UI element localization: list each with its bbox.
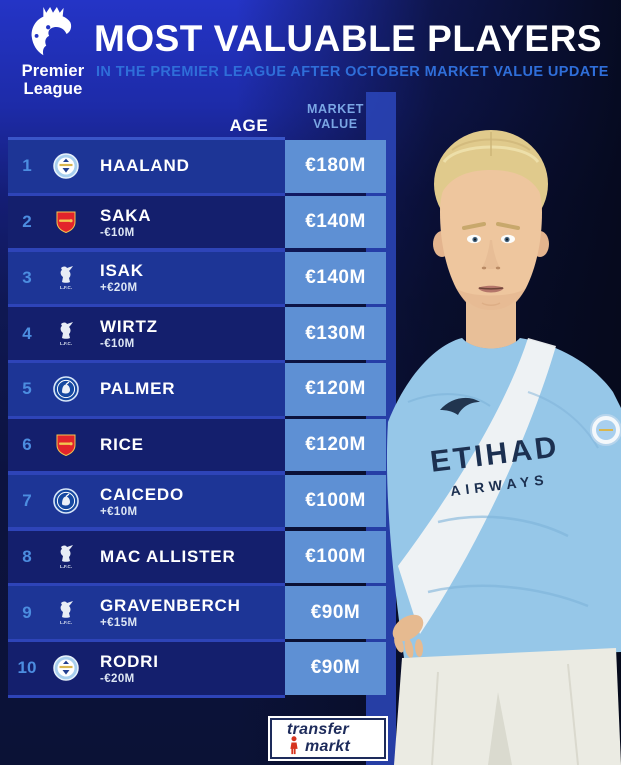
rank-label: 6	[22, 435, 32, 455]
rank-label: 10	[17, 658, 37, 678]
club-badge-chelsea-icon	[46, 475, 86, 528]
table-row: 5 PALMER 23 €120M	[8, 363, 386, 419]
player-name: CAICEDO	[100, 484, 184, 504]
transfermarkt-wordmark-line1: transfer	[287, 721, 349, 738]
player-name: SAKA	[100, 205, 152, 225]
club-badge-arsenal-icon	[46, 196, 86, 249]
market-value-cell: €120M	[285, 418, 386, 472]
rank-label: 8	[22, 546, 32, 566]
premier-league-lion-icon	[31, 6, 72, 56]
player-photo-haaland: ETIHAD AIRWAYS	[386, 130, 621, 765]
liverpool-caption: L.F.C.	[60, 564, 72, 569]
club-badge-chelsea-icon	[46, 363, 86, 416]
market-value-cell: €140M	[285, 195, 386, 249]
value-change-label: -€10M	[100, 338, 135, 351]
market-value-cell: €130M	[285, 307, 386, 360]
rank-label: 1	[22, 156, 32, 176]
table-row: 3 L.F.C. ISAK +€20M 26 €140M	[8, 251, 386, 307]
player-name: MAC ALLISTER	[100, 546, 236, 566]
column-header-market-value: MARKET VALUE	[285, 102, 386, 132]
value-change-label: +€20M	[100, 282, 138, 295]
table-row: 1 HAALAND 25 €180M	[8, 136, 386, 196]
rank-label: 2	[22, 212, 32, 232]
page-title: MOST VALUABLE PLAYERS	[94, 18, 602, 59]
table-row: 4 L.F.C. WIRTZ -€10M 22 €130M	[8, 307, 386, 363]
premier-league-logo: Premier League	[12, 6, 94, 98]
value-change-label: -€20M	[100, 672, 135, 685]
rank-label: 3	[22, 267, 32, 287]
club-badge-liverpool-icon: L.F.C.	[46, 307, 86, 360]
liverpool-caption: L.F.C.	[60, 620, 72, 625]
table-row: 10 RODRI -€20M 29 €90M	[8, 642, 386, 698]
market-value-cell: €100M	[285, 530, 386, 584]
player-name: ISAK	[100, 261, 144, 281]
club-badge-arsenal-icon	[46, 419, 86, 472]
table-row: 8 L.F.C. MAC ALLISTER 26 €100M	[8, 530, 386, 586]
player-name: HAALAND	[100, 156, 190, 176]
club-badge-liverpool-icon: L.F.C.	[46, 586, 86, 639]
table-row: 6 RICE 26 €120M	[8, 418, 386, 475]
page-subtitle: IN THE PREMIER LEAGUE AFTER OCTOBER MARK…	[96, 64, 609, 80]
column-header-age: AGE	[229, 116, 269, 135]
rank-label: 4	[22, 323, 32, 343]
market-value-cell: €100M	[285, 474, 386, 528]
rank-label: 5	[22, 379, 32, 399]
liverpool-caption: L.F.C.	[60, 285, 72, 290]
rank-label: 7	[22, 491, 32, 511]
club-badge-manchester-city-icon	[46, 642, 86, 695]
league-wordmark-line1: Premier	[21, 62, 85, 80]
market-value-cell: €180M	[285, 140, 386, 193]
transfermarkt-wordmark-line2: markt	[305, 738, 351, 755]
player-name: RODRI	[100, 651, 159, 671]
market-value-cell: €120M	[285, 363, 386, 416]
player-name: WIRTZ	[100, 317, 158, 337]
club-badge-liverpool-icon: L.F.C.	[46, 252, 86, 305]
market-value-cell: €140M	[285, 251, 386, 305]
liverpool-caption: L.F.C.	[60, 341, 72, 346]
player-name: GRAVENBERCH	[100, 596, 241, 616]
club-badge-manchester-city-icon	[46, 140, 86, 193]
column-header-value: VALUE	[313, 117, 358, 131]
transfermarkt-mascot-icon	[290, 736, 298, 755]
value-change-label: +€15M	[100, 617, 138, 630]
table-row: 7 CAICEDO +€10M 23 €100M	[8, 474, 386, 531]
player-name: PALMER	[100, 379, 176, 399]
rank-label: 9	[22, 602, 32, 622]
league-wordmark-line2: League	[23, 80, 83, 98]
player-name: RICE	[100, 435, 144, 455]
table-row: 9 L.F.C. GRAVENBERCH +€15M 23 €90M	[8, 586, 386, 642]
market-value-cell: €90M	[285, 642, 386, 695]
player-table: 1 HAALAND 25 €180M 2 SAKA -€10M 24 €140M	[8, 136, 386, 698]
club-badge-liverpool-icon: L.F.C.	[46, 531, 86, 584]
transfermarkt-logo: transfer markt	[268, 716, 388, 761]
value-change-label: +€10M	[100, 505, 138, 518]
market-value-cell: €90M	[285, 586, 386, 639]
table-row: 2 SAKA -€10M 24 €140M	[8, 195, 386, 252]
value-change-label: -€10M	[100, 226, 135, 239]
column-header-market: MARKET	[306, 102, 365, 116]
